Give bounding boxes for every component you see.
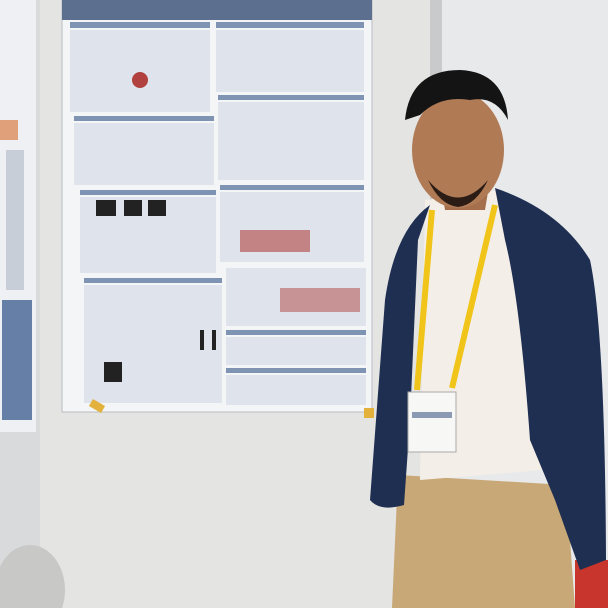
lanyard [414,204,498,391]
hair [405,70,508,120]
jacket-left [370,205,430,508]
poster-block [0,120,18,140]
poster-header [62,0,372,20]
shadow [0,545,65,608]
jacket-right [495,188,606,570]
poster-graphics [132,72,360,312]
face [412,92,504,208]
tape [364,408,374,418]
badge-name [412,412,452,418]
poster-block [6,150,24,290]
tape [88,399,106,413]
poster-section-headers [70,22,366,373]
trousers [392,475,575,608]
poster-panels [70,30,366,405]
beard [428,180,488,207]
poster-block [2,300,32,420]
poster-figures [96,200,216,382]
badge [407,391,457,453]
